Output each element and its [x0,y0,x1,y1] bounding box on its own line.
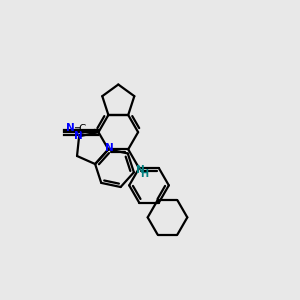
Text: N: N [74,131,82,141]
Text: C: C [78,124,85,134]
Text: N: N [66,123,75,133]
Text: ≡: ≡ [73,125,80,134]
Text: N: N [136,165,145,175]
Text: N: N [105,143,114,153]
Text: H: H [140,169,148,178]
